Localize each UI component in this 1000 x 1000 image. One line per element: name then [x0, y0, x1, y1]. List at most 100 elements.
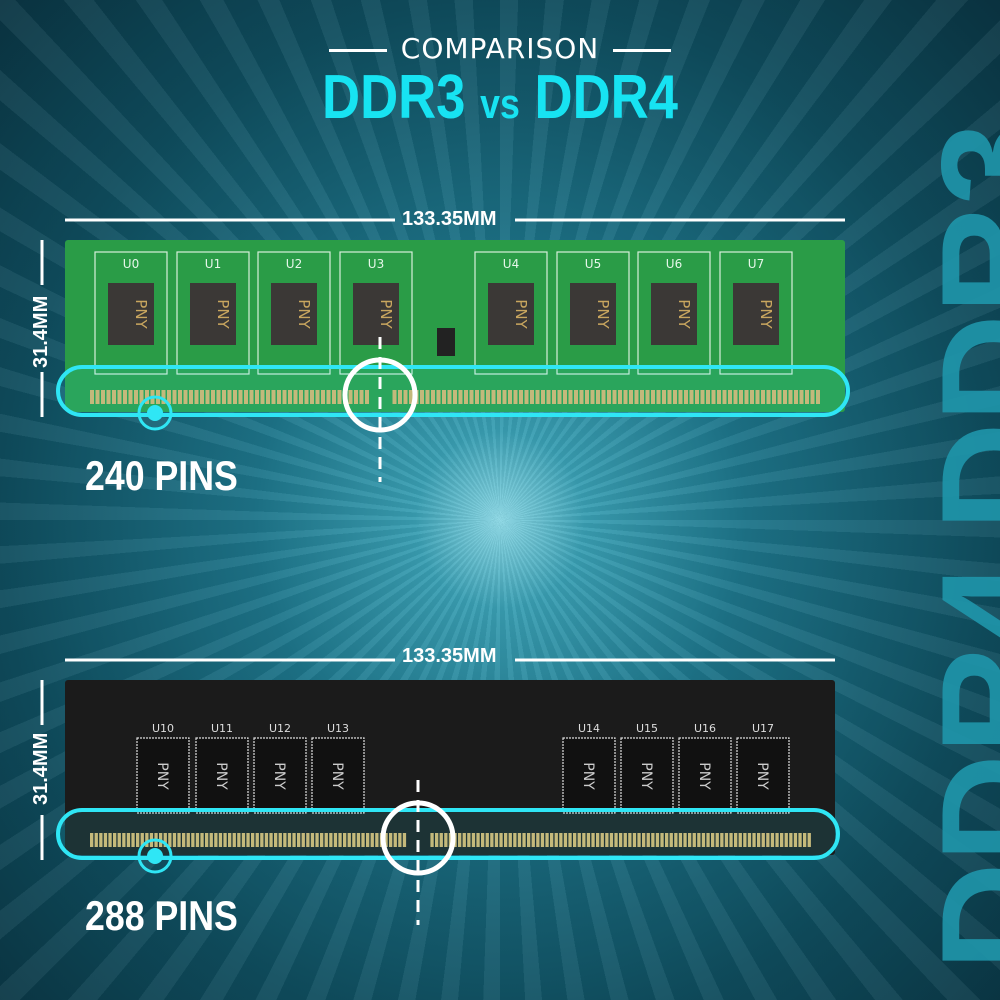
- ddr3-gold-pin: [194, 390, 199, 404]
- ddr4-notch-circle: [380, 800, 456, 876]
- ddr3-gold-pin: [90, 390, 94, 404]
- ddr4-gold-pin: [333, 833, 338, 847]
- title-ddr3: DDR3: [322, 63, 466, 132]
- ddr4-gold-pin: [784, 833, 788, 847]
- ddr3-gold-pin: [475, 390, 479, 404]
- ddr3-gold-pin: [717, 390, 721, 404]
- ddr4-gold-pin: [660, 833, 664, 847]
- ddr4-gold-pin: [136, 833, 140, 847]
- ddr3-gold-pin: [123, 390, 127, 404]
- ddr4-gold-pin: [90, 833, 94, 847]
- ddr4-gold-pin: [467, 833, 471, 847]
- ddr3-gold-pin: [398, 390, 402, 404]
- ddr4-gold-pin: [435, 833, 439, 847]
- ddr4-gold-pin: [389, 833, 393, 847]
- ddr3-gold-pin: [728, 390, 732, 404]
- ddr4-chip-label: U14: [578, 722, 600, 735]
- ddr3-gold-pin: [139, 390, 144, 404]
- ddr4-gold-pin: [757, 833, 761, 847]
- ddr3-chip-brand: PNY: [214, 299, 232, 329]
- ddr3-gold-pin: [546, 390, 551, 404]
- ddr4-gold-pin: [310, 833, 315, 847]
- ddr4-gold-pin: [458, 833, 462, 847]
- ddr4-gold-pin: [140, 833, 144, 847]
- ddr4-gold-pin: [609, 833, 614, 847]
- ddr4-chip: [736, 737, 790, 814]
- ddr4-chip: [562, 737, 616, 814]
- ddr3-gold-pin: [783, 390, 787, 404]
- ddr4-gold-pin: [793, 833, 798, 847]
- ddr4-gold-pin: [807, 833, 811, 847]
- ddr4-gold-pin: [485, 833, 489, 847]
- ddr3-gold-pin: [480, 390, 485, 404]
- ddr3-gold-pin: [348, 390, 353, 404]
- ddr3-gold-pin: [574, 390, 578, 404]
- ddr4-width-label: 133.35MM: [402, 645, 497, 667]
- ddr3-gold-pin: [678, 390, 683, 404]
- ddr4-gold-pin: [439, 833, 443, 847]
- title-ddr4: DDR4: [534, 63, 678, 132]
- ddr3-gold-pin: [145, 390, 149, 404]
- ddr3-gold-pin: [409, 390, 413, 404]
- ddr3-chip-outline: [94, 251, 168, 375]
- ddr3-gold-pin: [304, 390, 309, 404]
- ddr4-gold-pin: [619, 833, 623, 847]
- ddr4-gold-pin: [131, 833, 135, 847]
- ddr4-gold-pin: [278, 833, 282, 847]
- ddr4-gold-pin: [195, 833, 200, 847]
- ddr3-chip-label: U5: [585, 257, 601, 271]
- ddr4-gold-pin: [540, 833, 545, 847]
- ddr3-chip-outline: [339, 251, 413, 375]
- ddr4-gold-pin: [370, 833, 374, 847]
- ddr3-gold-pin: [497, 390, 501, 404]
- ddr4-gold-pin: [798, 833, 802, 847]
- ddr4-chip-brand: PNY: [329, 762, 345, 790]
- ddr4-gold-pin: [481, 833, 485, 847]
- ddr3-gold-pin: [524, 390, 529, 404]
- ddr4-gold-pin: [168, 833, 172, 847]
- ddr4-gold-pin: [264, 833, 269, 847]
- ddr4-gold-pin: [720, 833, 724, 847]
- ddr3-gold-pin: [431, 390, 435, 404]
- ddr4-gold-pin: [499, 833, 503, 847]
- ddr4-gold-pin: [761, 833, 765, 847]
- ddr3-gold-pin: [739, 390, 743, 404]
- ddr4-chip-label: U15: [636, 722, 658, 735]
- ddr3-gold-pin: [403, 390, 408, 404]
- ddr3-gold-pin: [629, 390, 633, 404]
- ddr3-gold-pin: [552, 390, 556, 404]
- ddr3-gold-pin: [216, 390, 221, 404]
- ddr3-gold-pin: [326, 390, 331, 404]
- ddr4-gold-pin: [200, 833, 204, 847]
- ddr3-gold-pin: [810, 390, 815, 404]
- ddr4-gold-pin: [283, 833, 287, 847]
- ddr4-gold-pin: [527, 833, 531, 847]
- ddr4-gold-pin: [324, 833, 328, 847]
- ddr3-gold-pin: [563, 390, 567, 404]
- kicker-text: COMPARISON: [400, 32, 600, 65]
- ddr3-pin-marker-ring: [137, 395, 173, 431]
- ddr3-gold-pin: [233, 390, 237, 404]
- ddr4-chip: [311, 737, 365, 814]
- ddr4-gold-pin: [642, 833, 646, 847]
- ddr4-gold-pin: [586, 833, 591, 847]
- ddr3-chip: [108, 283, 154, 345]
- ddr3-gold-pin: [684, 390, 688, 404]
- ddr4-gold-pin: [94, 833, 98, 847]
- ddr4-gold-pin: [545, 833, 549, 847]
- ddr3-gold-pin: [288, 390, 292, 404]
- ddr4-gold-pin: [789, 833, 793, 847]
- ddr4-gold-pin: [356, 833, 361, 847]
- title-vs: vs: [480, 80, 520, 127]
- ddr3-gold-pin: [513, 390, 518, 404]
- ddr3-gold-pin: [458, 390, 463, 404]
- ddr4-chip-brand: PNY: [213, 762, 229, 790]
- ddr3-gold-pin: [271, 390, 276, 404]
- ddr4-gold-pin: [361, 833, 365, 847]
- ddr3-pin-count: 240 PINS: [85, 452, 238, 499]
- ddr4-gold-pin: [494, 833, 499, 847]
- ddr3-gold-pin: [596, 390, 600, 404]
- ddr3-gold-pin: [178, 390, 182, 404]
- ddr3-gold-pin: [772, 390, 776, 404]
- ddr3-chip-label: U4: [503, 257, 519, 271]
